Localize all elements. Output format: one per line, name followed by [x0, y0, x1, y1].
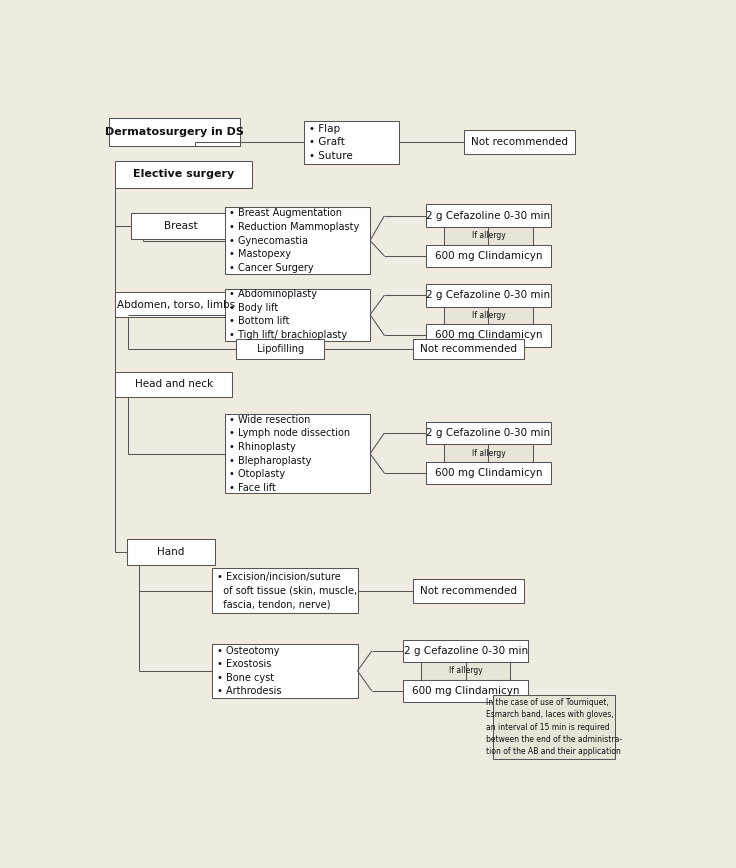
FancyBboxPatch shape — [425, 284, 551, 306]
FancyBboxPatch shape — [127, 539, 215, 565]
Text: 600 mg Clindamicyn: 600 mg Clindamicyn — [412, 686, 520, 696]
FancyBboxPatch shape — [445, 227, 533, 245]
Text: Elective surgery: Elective surgery — [132, 169, 234, 180]
FancyBboxPatch shape — [413, 339, 524, 359]
FancyBboxPatch shape — [445, 306, 533, 324]
Text: • Wide resection
• Lymph node dissection
• Rhinoplasty
• Blepharoplasty
• Otopla: • Wide resection • Lymph node dissection… — [229, 415, 350, 493]
Text: 600 mg Clindamicyn: 600 mg Clindamicyn — [435, 331, 542, 340]
Text: Breast: Breast — [163, 220, 197, 231]
Text: • Breast Augmentation
• Reduction Mammoplasty
• Gynecomastia
• Mastopexy
• Cance: • Breast Augmentation • Reduction Mammop… — [229, 208, 359, 273]
Text: Dermatosurgery in DS: Dermatosurgery in DS — [105, 128, 244, 137]
FancyBboxPatch shape — [425, 324, 551, 347]
FancyBboxPatch shape — [445, 444, 533, 462]
FancyBboxPatch shape — [403, 680, 528, 702]
FancyBboxPatch shape — [492, 695, 615, 759]
Text: If allergy: If allergy — [449, 667, 483, 675]
Text: If allergy: If allergy — [472, 311, 506, 320]
Text: Hand: Hand — [157, 547, 185, 557]
Text: Lipofilling: Lipofilling — [257, 345, 304, 354]
Text: Abdomen, torso, limbs: Abdomen, torso, limbs — [117, 299, 236, 310]
FancyBboxPatch shape — [422, 662, 510, 680]
Text: 2 g Cefazoline 0-30 min: 2 g Cefazoline 0-30 min — [426, 428, 551, 438]
Text: 600 mg Clindamicyn: 600 mg Clindamicyn — [435, 468, 542, 478]
FancyBboxPatch shape — [115, 161, 252, 187]
FancyBboxPatch shape — [224, 414, 370, 493]
Text: Not recommended: Not recommended — [471, 137, 568, 148]
Text: Not recommended: Not recommended — [420, 345, 517, 354]
FancyBboxPatch shape — [212, 568, 358, 614]
Text: Head and neck: Head and neck — [135, 379, 213, 389]
FancyBboxPatch shape — [403, 640, 528, 662]
Text: Not recommended: Not recommended — [420, 586, 517, 595]
Text: 2 g Cefazoline 0-30 min: 2 g Cefazoline 0-30 min — [403, 646, 528, 656]
FancyBboxPatch shape — [115, 292, 238, 318]
FancyBboxPatch shape — [109, 118, 240, 147]
FancyBboxPatch shape — [130, 214, 230, 239]
FancyBboxPatch shape — [212, 643, 358, 699]
Text: 2 g Cefazoline 0-30 min: 2 g Cefazoline 0-30 min — [426, 290, 551, 300]
Text: • Excision/incision/suture
  of soft tissue (skin, muscle,
  fascia, tendon, ner: • Excision/incision/suture of soft tissu… — [216, 572, 357, 609]
FancyBboxPatch shape — [236, 339, 325, 359]
Text: • Flap
• Graft
• Suture: • Flap • Graft • Suture — [309, 123, 353, 161]
Text: 2 g Cefazoline 0-30 min: 2 g Cefazoline 0-30 min — [426, 211, 551, 220]
Text: In the case of use of Tourniquet,
Esmarch band, laces with gloves,
an interval o: In the case of use of Tourniquet, Esmarc… — [486, 698, 622, 756]
Text: 600 mg Clindamicyn: 600 mg Clindamicyn — [435, 251, 542, 261]
FancyBboxPatch shape — [425, 204, 551, 227]
Text: If allergy: If allergy — [472, 449, 506, 457]
Text: • Abdominoplasty
• Body lift
• Bottom lift
• Tigh lift/ brachioplasty: • Abdominoplasty • Body lift • Bottom li… — [229, 289, 347, 340]
Text: If allergy: If allergy — [472, 232, 506, 240]
FancyBboxPatch shape — [305, 121, 399, 164]
FancyBboxPatch shape — [224, 207, 370, 274]
FancyBboxPatch shape — [413, 579, 524, 602]
FancyBboxPatch shape — [115, 372, 232, 397]
FancyBboxPatch shape — [425, 462, 551, 484]
FancyBboxPatch shape — [464, 130, 576, 155]
Text: • Osteotomy
• Exostosis
• Bone cyst
• Arthrodesis: • Osteotomy • Exostosis • Bone cyst • Ar… — [216, 646, 281, 696]
FancyBboxPatch shape — [425, 245, 551, 267]
FancyBboxPatch shape — [224, 289, 370, 341]
FancyBboxPatch shape — [425, 422, 551, 444]
